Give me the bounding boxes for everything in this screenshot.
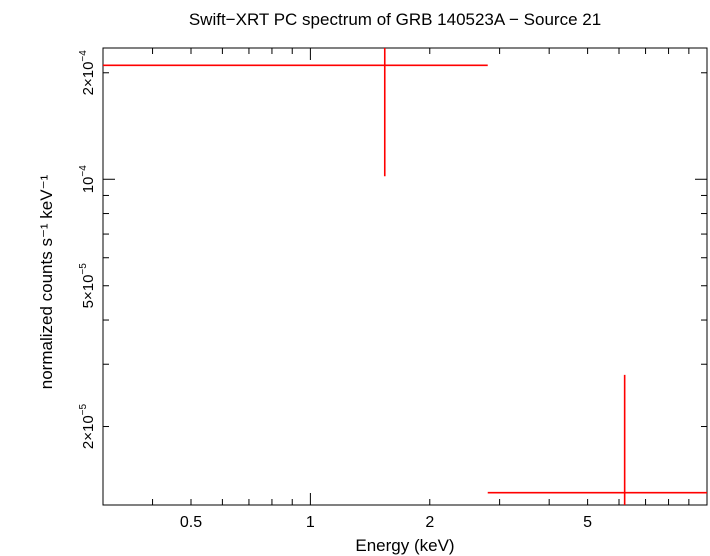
x-tick-label: 5 [583, 514, 592, 531]
y-tick-label: 2×10−4 [78, 50, 97, 96]
data-point [103, 48, 488, 177]
y-tick-label: 5×10−5 [78, 263, 97, 309]
data-point [487, 374, 707, 505]
x-tick-label: 1 [306, 514, 315, 531]
x-tick-label: 0.5 [180, 514, 202, 531]
axis-ticks [102, 48, 708, 505]
data-marks [103, 48, 707, 505]
chart-title: Swift−XRT PC spectrum of GRB 140523A − S… [189, 10, 601, 29]
y-tick-label: 10−4 [78, 165, 97, 194]
y-tick-label: 2×10−5 [78, 403, 97, 449]
x-tick-label: 2 [425, 514, 434, 531]
plot-frame [102, 47, 708, 506]
y-axis-label: normalized counts s⁻¹ keV⁻¹ [37, 174, 56, 389]
axis-tick-labels: 0.5 1 2 5 2×10−5 5×10−5 10−4 2×10−4 [78, 50, 592, 531]
x-axis-label: Energy (keV) [355, 536, 454, 555]
